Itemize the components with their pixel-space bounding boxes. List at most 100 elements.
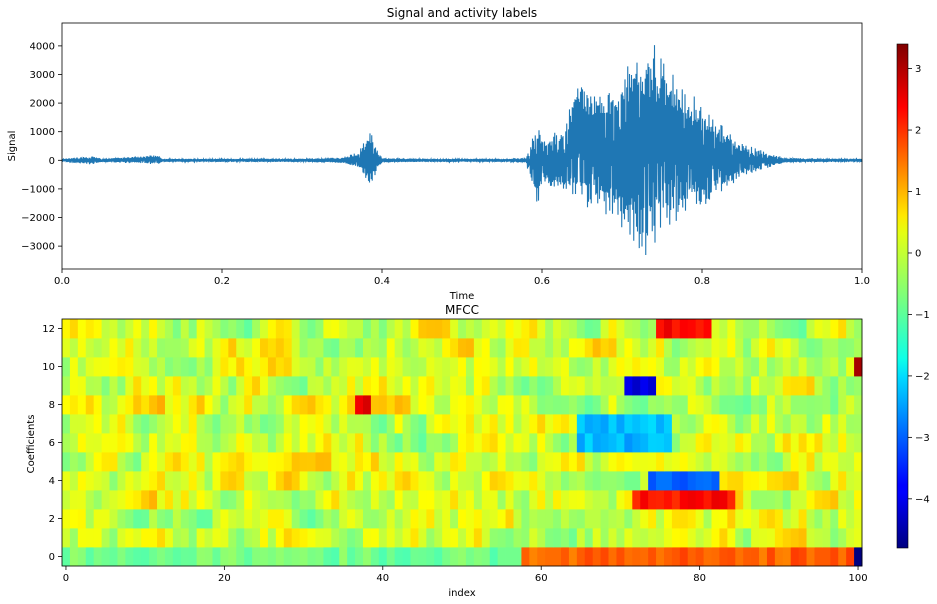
heatmap-cell xyxy=(228,509,237,529)
heatmap-cell xyxy=(204,319,213,339)
heatmap-cell xyxy=(640,414,649,434)
heatmap-cell xyxy=(434,471,443,491)
heatmap-cell xyxy=(632,433,641,453)
heatmap-cell xyxy=(77,547,87,567)
heatmap-cell xyxy=(632,490,641,510)
heatmap-cell xyxy=(164,376,174,396)
heatmap-cell xyxy=(671,547,681,567)
heatmap-cell xyxy=(656,509,665,529)
heatmap-cell xyxy=(133,376,142,396)
heatmap-cell xyxy=(347,357,356,377)
heatmap-cell xyxy=(743,509,752,529)
heatmap-cell xyxy=(521,433,530,453)
heatmap-cell xyxy=(426,319,435,339)
heatmap-cell xyxy=(640,357,649,377)
heatmap-cell xyxy=(362,395,372,415)
heatmap-cell xyxy=(101,471,110,491)
heatmap-cell xyxy=(236,376,245,396)
heatmap-cell xyxy=(854,357,863,377)
heatmap-cell xyxy=(283,395,293,415)
heatmap-cell xyxy=(830,395,839,415)
heatmap-cell xyxy=(798,452,807,472)
heatmap-cell xyxy=(157,490,166,510)
heatmap-cell xyxy=(735,319,744,339)
heatmap-cell xyxy=(212,547,221,567)
heatmap-cell xyxy=(93,376,102,396)
heatmap-cell xyxy=(291,433,301,453)
heatmap-cell xyxy=(806,452,815,472)
heatmap-cell xyxy=(172,471,182,491)
heatmap-cell xyxy=(180,414,190,434)
heatmap-cell xyxy=(180,395,190,415)
heatmap-cell xyxy=(188,433,198,453)
heatmap-cell xyxy=(822,338,831,358)
heatmap-cell xyxy=(568,471,578,491)
heatmap-cell xyxy=(766,528,776,548)
heatmap-cell xyxy=(521,319,530,339)
heatmap-cell xyxy=(846,319,855,339)
heatmap-cell xyxy=(141,452,150,472)
heatmap-cell xyxy=(204,547,213,567)
heatmap-cell xyxy=(291,357,301,377)
heatmap-cell xyxy=(315,509,324,529)
heatmap-cell xyxy=(180,490,190,510)
heatmap-cell xyxy=(291,547,301,567)
heatmap-cell xyxy=(743,395,752,415)
heatmap-cell xyxy=(93,509,102,529)
heatmap-cell xyxy=(663,395,673,415)
heatmap-cell xyxy=(521,547,530,567)
heatmap-cell xyxy=(695,547,704,567)
heatmap-cell xyxy=(62,509,71,529)
heatmap-cell xyxy=(711,338,720,358)
heatmap-cell xyxy=(141,509,150,529)
heatmap-cell xyxy=(790,319,800,339)
heatmap-cell xyxy=(196,338,205,358)
heatmap-cell xyxy=(735,528,744,548)
heatmap-cell xyxy=(830,471,839,491)
heatmap-cell xyxy=(624,433,633,453)
heatmap-cell xyxy=(410,395,419,415)
heatmap-cell xyxy=(687,414,697,434)
heatmap-cell xyxy=(687,471,697,491)
heatmap-cell xyxy=(687,490,697,510)
heatmap-cell xyxy=(711,319,720,339)
heatmap-cell xyxy=(465,547,475,567)
heatmap-cell xyxy=(814,414,823,434)
heatmap-cell xyxy=(703,471,712,491)
heatmap-cell xyxy=(711,376,720,396)
heatmap-cell xyxy=(426,338,435,358)
heatmap-cell xyxy=(267,471,277,491)
heatmap-cell xyxy=(529,547,538,567)
heatmap-cell xyxy=(418,471,427,491)
heatmap-cell xyxy=(69,395,79,415)
heatmap-cell xyxy=(766,433,776,453)
heatmap-cell xyxy=(204,433,213,453)
heatmap-cell xyxy=(458,395,467,415)
heatmap-cell xyxy=(442,395,451,415)
heatmap-cell xyxy=(434,490,443,510)
heatmap-cell xyxy=(790,376,800,396)
heatmap-cell xyxy=(307,376,316,396)
heatmap-cell xyxy=(576,395,586,415)
heatmap-cell xyxy=(236,452,245,472)
heatmap-cell xyxy=(719,528,728,548)
heatmap-cell xyxy=(814,471,823,491)
heatmap-cell xyxy=(220,433,229,453)
heatmap-cell xyxy=(370,395,380,415)
heatmap-cell xyxy=(315,490,324,510)
mfcc-x-tick-label: 100 xyxy=(848,573,867,584)
heatmap-cell xyxy=(141,471,150,491)
heatmap-cell xyxy=(172,490,182,510)
heatmap-cell xyxy=(481,414,491,434)
mfcc-x-axis-label: index xyxy=(448,588,475,599)
heatmap-cell xyxy=(109,338,118,358)
heatmap-cell xyxy=(489,338,499,358)
heatmap-cell xyxy=(339,395,348,415)
heatmap-cell xyxy=(782,414,792,434)
heatmap-cell xyxy=(806,490,815,510)
heatmap-cell xyxy=(149,471,158,491)
heatmap-cell xyxy=(537,376,546,396)
colorbar-tick-label: 1 xyxy=(915,187,921,198)
heatmap-cell xyxy=(117,395,126,415)
heatmap-cell xyxy=(323,433,332,453)
